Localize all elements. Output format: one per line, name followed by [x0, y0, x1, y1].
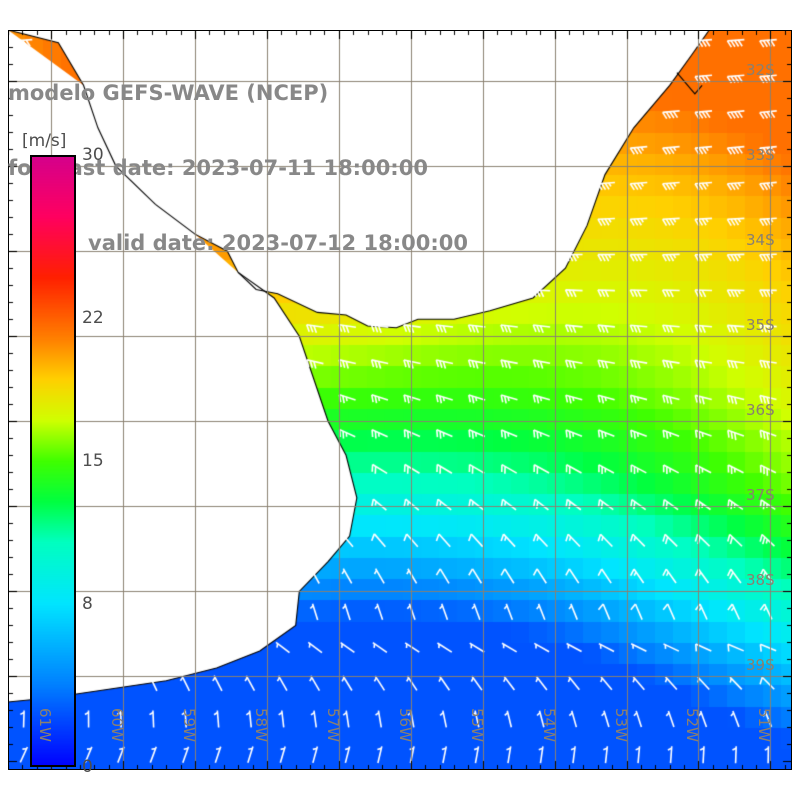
latitude-label-38S: 38S: [746, 571, 775, 590]
longitude-label-53W: 53W: [611, 708, 630, 742]
colorbar-tick-0: 0: [82, 757, 93, 777]
longitude-label-52W: 52W: [683, 708, 702, 742]
map-plot-area[interactable]: [8, 30, 792, 770]
colorbar-frame: [30, 155, 76, 767]
colorbar[interactable]: [30, 155, 76, 767]
colorbar-tick-15: 15: [82, 451, 104, 471]
colorbar-tick-30: 30: [82, 145, 104, 165]
longitude-label-57W: 57W: [323, 708, 342, 742]
colorbar-gradient: [30, 155, 76, 767]
latitude-label-39S: 39S: [746, 656, 775, 675]
longitude-label-56W: 56W: [395, 708, 414, 742]
latitude-label-35S: 35S: [746, 316, 775, 335]
longitude-label-58W: 58W: [251, 708, 270, 742]
longitude-label-59W: 59W: [180, 708, 198, 742]
longitude-label-60W: 60W: [108, 708, 127, 742]
latitude-label-32S: 32S: [746, 61, 775, 80]
latitude-label-36S: 36S: [746, 401, 775, 420]
colorbar-tick-8: 8: [82, 593, 93, 614]
longitude-label-51W: 51W: [755, 708, 774, 742]
colorbar-tick-22: 22: [82, 308, 104, 329]
longitude-label-61W: 61W: [36, 708, 55, 742]
latitude-label-34S: 34S: [746, 231, 775, 250]
latitude-label-37S: 37S: [746, 486, 775, 505]
latitude-label-33S: 33S: [746, 146, 775, 165]
colorbar-unit-label: [m/s]: [22, 131, 67, 151]
longitude-label-55W: 55W: [467, 708, 486, 742]
longitude-label-54W: 54W: [539, 708, 558, 742]
graticule-grid: [8, 30, 792, 770]
